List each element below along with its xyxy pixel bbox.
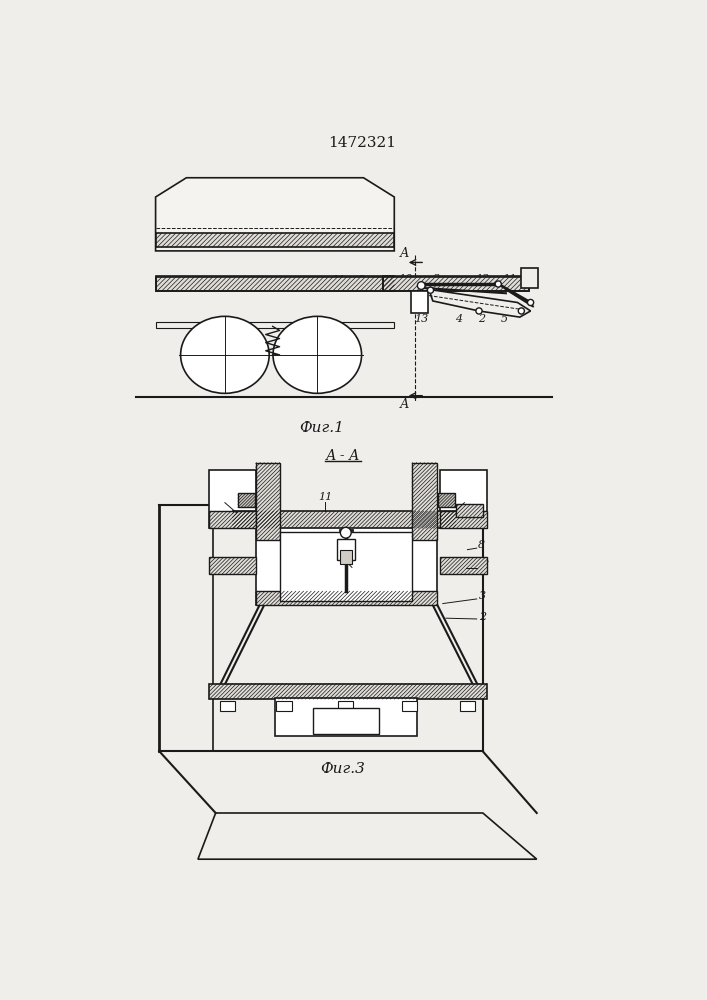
Text: 7: 7 bbox=[218, 494, 225, 504]
Polygon shape bbox=[429, 289, 530, 317]
Text: А: А bbox=[399, 247, 409, 260]
Text: 1: 1 bbox=[532, 274, 539, 284]
Polygon shape bbox=[156, 178, 395, 251]
Bar bbox=[412, 463, 437, 540]
Bar bbox=[209, 470, 256, 528]
Text: 12: 12 bbox=[476, 274, 490, 284]
Bar bbox=[275, 698, 417, 736]
Bar bbox=[209, 511, 256, 528]
Circle shape bbox=[518, 308, 525, 314]
Bar bbox=[460, 701, 475, 711]
Circle shape bbox=[476, 308, 482, 314]
Text: 5: 5 bbox=[501, 314, 508, 324]
Bar bbox=[156, 277, 395, 291]
Bar bbox=[256, 591, 437, 605]
Bar bbox=[382, 277, 529, 291]
Text: 3: 3 bbox=[479, 591, 486, 601]
Text: 8: 8 bbox=[478, 540, 485, 550]
Circle shape bbox=[527, 299, 534, 306]
Bar bbox=[411, 291, 428, 312]
Text: 10: 10 bbox=[399, 274, 413, 284]
Bar bbox=[440, 470, 486, 528]
Bar bbox=[281, 532, 412, 601]
Text: 10: 10 bbox=[234, 508, 248, 518]
Bar bbox=[440, 511, 486, 528]
Text: 11: 11 bbox=[503, 274, 517, 284]
Bar bbox=[337, 539, 355, 560]
Bar bbox=[402, 701, 417, 711]
Text: Фиг.3: Фиг.3 bbox=[320, 762, 365, 776]
Text: 2: 2 bbox=[479, 612, 486, 622]
Bar bbox=[238, 493, 255, 507]
Text: А: А bbox=[399, 398, 409, 411]
Bar bbox=[313, 708, 379, 734]
Bar bbox=[219, 701, 235, 711]
Text: 11: 11 bbox=[318, 492, 332, 502]
Ellipse shape bbox=[180, 316, 269, 393]
Bar bbox=[382, 276, 529, 291]
Text: 12: 12 bbox=[353, 548, 367, 558]
Text: 1472321: 1472321 bbox=[328, 136, 396, 150]
Circle shape bbox=[417, 282, 425, 289]
Text: А - А: А - А bbox=[325, 449, 360, 463]
Bar bbox=[156, 276, 395, 291]
Circle shape bbox=[428, 287, 433, 293]
Bar bbox=[156, 233, 395, 247]
Bar bbox=[339, 550, 352, 564]
Text: Фиг.1: Фиг.1 bbox=[298, 421, 344, 435]
Polygon shape bbox=[198, 813, 537, 859]
Bar bbox=[209, 684, 486, 699]
Text: 13: 13 bbox=[476, 560, 490, 570]
Ellipse shape bbox=[273, 316, 361, 393]
Text: 8: 8 bbox=[358, 275, 365, 285]
Bar bbox=[209, 557, 256, 574]
Bar bbox=[233, 511, 456, 528]
Bar bbox=[440, 557, 486, 574]
Bar bbox=[456, 504, 483, 517]
Circle shape bbox=[340, 527, 351, 538]
Bar bbox=[276, 701, 292, 711]
Text: 9: 9 bbox=[349, 559, 356, 569]
Text: 2: 2 bbox=[478, 314, 485, 324]
Bar bbox=[338, 701, 354, 711]
Bar bbox=[521, 268, 538, 288]
Bar bbox=[156, 322, 395, 328]
Text: 11: 11 bbox=[331, 275, 345, 285]
Text: 13: 13 bbox=[414, 314, 428, 324]
Circle shape bbox=[495, 281, 501, 287]
Text: 3: 3 bbox=[433, 274, 440, 284]
Bar bbox=[256, 517, 437, 605]
Text: 1: 1 bbox=[464, 492, 471, 502]
Bar bbox=[438, 493, 455, 507]
Text: 4: 4 bbox=[455, 314, 462, 324]
Bar bbox=[256, 463, 281, 540]
